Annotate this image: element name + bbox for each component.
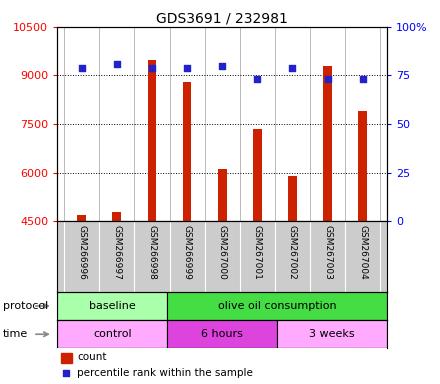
Text: protocol: protocol xyxy=(3,301,48,311)
Point xyxy=(183,65,191,71)
Bar xyxy=(277,320,387,348)
Bar xyxy=(358,111,367,221)
Text: olive oil consumption: olive oil consumption xyxy=(218,301,337,311)
Text: GSM267002: GSM267002 xyxy=(288,225,297,280)
Bar xyxy=(147,60,156,221)
Text: time: time xyxy=(3,329,28,339)
Bar xyxy=(77,215,86,221)
Bar xyxy=(288,176,297,221)
Text: GSM266998: GSM266998 xyxy=(147,225,157,280)
Point xyxy=(254,76,261,83)
Bar xyxy=(61,353,72,362)
Bar xyxy=(167,320,277,348)
Bar xyxy=(57,292,167,320)
Point xyxy=(78,65,85,71)
Text: GSM267003: GSM267003 xyxy=(323,225,332,280)
Bar xyxy=(57,320,167,348)
Bar xyxy=(167,292,387,320)
Text: count: count xyxy=(77,352,106,362)
Text: GSM267001: GSM267001 xyxy=(253,225,262,280)
Title: GDS3691 / 232981: GDS3691 / 232981 xyxy=(156,12,288,26)
Text: 3 weeks: 3 weeks xyxy=(309,329,355,339)
Text: baseline: baseline xyxy=(89,301,136,311)
Bar xyxy=(323,66,332,221)
Point xyxy=(148,65,155,71)
Point xyxy=(289,65,296,71)
Point xyxy=(63,370,70,376)
Bar xyxy=(113,212,121,221)
Text: GSM266999: GSM266999 xyxy=(183,225,191,280)
Text: percentile rank within the sample: percentile rank within the sample xyxy=(77,368,253,378)
Bar xyxy=(183,82,191,221)
Text: GSM266997: GSM266997 xyxy=(112,225,121,280)
Text: 6 hours: 6 hours xyxy=(201,329,243,339)
Point xyxy=(359,76,366,83)
Bar xyxy=(253,129,262,221)
Bar xyxy=(218,169,227,221)
Text: GSM266996: GSM266996 xyxy=(77,225,86,280)
Text: GSM267000: GSM267000 xyxy=(218,225,227,280)
Point xyxy=(324,76,331,83)
Point xyxy=(114,61,121,67)
Text: GSM267004: GSM267004 xyxy=(358,225,367,280)
Point xyxy=(219,63,226,69)
Text: control: control xyxy=(93,329,132,339)
